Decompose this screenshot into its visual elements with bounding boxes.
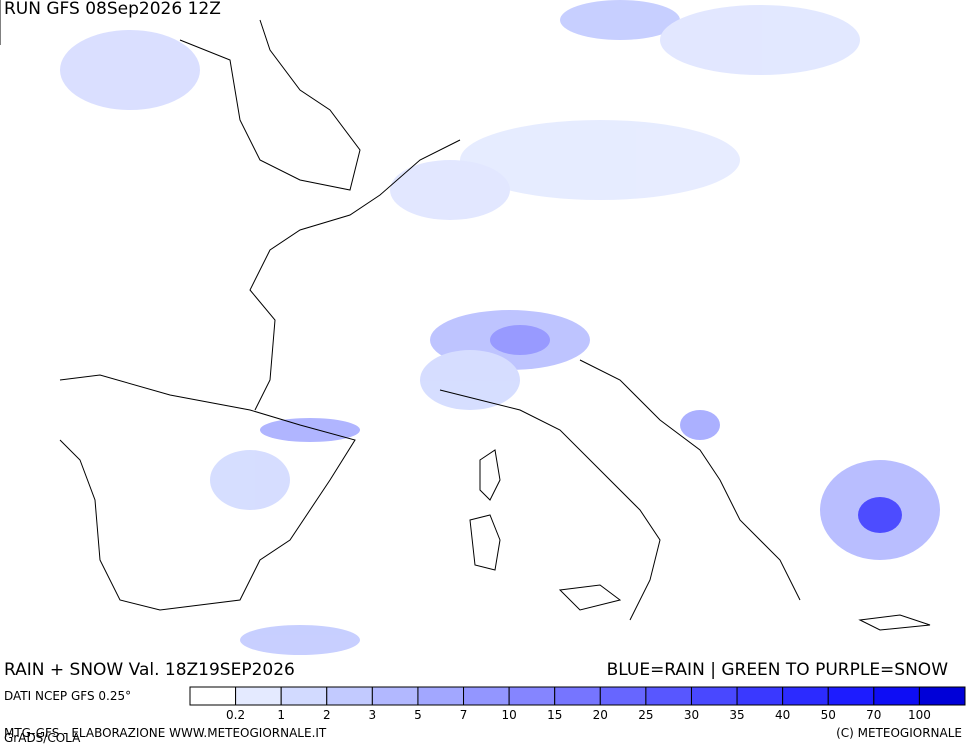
colorbar-box [827,686,875,706]
colorbar-box [554,686,601,706]
colorbar-box [508,686,556,706]
colorbar-box [189,686,237,706]
colorbar-label: 50 [821,708,836,722]
colorbar-label: 15 [547,708,562,722]
colorbar-box [326,686,373,706]
colorbar-box [417,686,465,706]
colorbar-label: 3 [369,708,377,722]
colorbar-box [371,686,419,706]
colorbar-label: 20 [593,708,608,722]
colorbar-box [599,686,647,706]
map-title: RAIN + SNOW Val. 18Z19SEP2026 [4,660,295,680]
coastlines [0,0,931,631]
colorbar-box [235,686,282,706]
colorbar-label: 1 [277,708,285,722]
colorbar-label: 2 [323,708,331,722]
copyright: (C) METEOGIORNALE [836,726,962,740]
colorbar-box [463,686,510,706]
colorbar-label: 0.2 [226,708,245,722]
color-key: BLUE=RAIN | GREEN TO PURPLE=SNOW [607,660,949,680]
credit: MTG-GFS - ELABORAZIONE WWW.METEOGIORNALE… [4,726,327,740]
source: DATI NCEP GFS 0.25° [4,689,131,703]
grads-label: GrADS/COLA [4,731,81,745]
colorbar-box [918,686,966,706]
colorbar-box [280,686,328,706]
colorbar-label: 35 [729,708,744,722]
colorbar-label: 5 [414,708,422,722]
run-label: RUN GFS 08Sep2026 12Z [4,0,221,19]
colorbar-label: 30 [684,708,699,722]
colorbar: 0.2 1 2 3 5 7 10 15 20 25 30 35 40 50 70 100 [189,686,966,722]
precip-field [60,0,940,655]
colorbar-box [873,686,920,706]
colorbar-label: 40 [775,708,790,722]
colorbar-label: 70 [866,708,881,722]
colorbar-label: 100 [908,708,931,722]
colorbar-box [690,686,738,706]
colorbar-box [645,686,692,706]
colorbar-label: 10 [501,708,516,722]
colorbar-label: 7 [460,708,468,722]
colorbar-box [736,686,784,706]
colorbar-box [782,686,829,706]
colorbar-label: 25 [638,708,653,722]
